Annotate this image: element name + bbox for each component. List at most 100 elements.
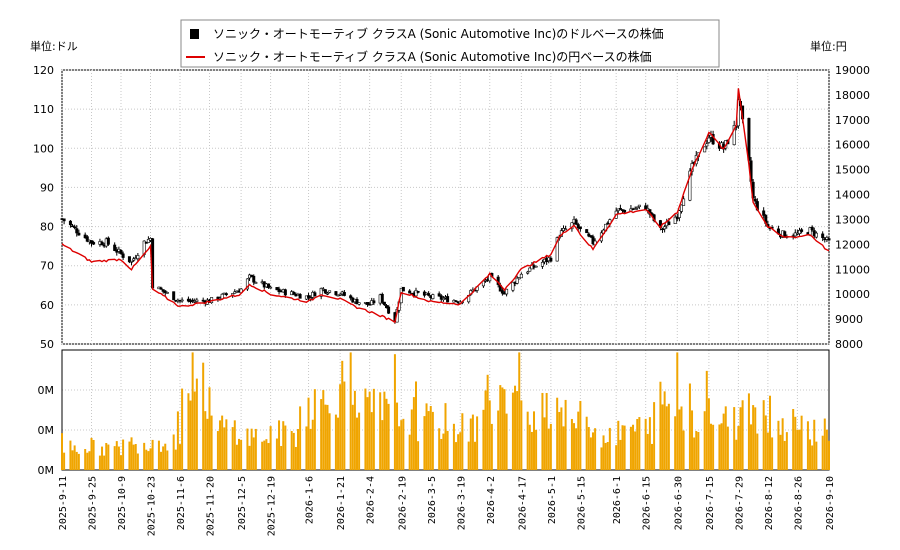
volume-bar xyxy=(452,423,455,470)
candle-body xyxy=(146,239,150,243)
left-tick-label: 70 xyxy=(40,260,54,273)
volume-bar xyxy=(269,426,272,470)
candle-body xyxy=(73,226,77,229)
volume-bar xyxy=(806,421,809,470)
volume-bar xyxy=(777,420,780,470)
volume-bar xyxy=(61,433,63,470)
volume-bar xyxy=(528,424,531,470)
candle-body xyxy=(707,137,711,143)
volume-bar xyxy=(250,428,253,470)
candle-body xyxy=(136,255,140,260)
candle-body xyxy=(382,301,386,305)
volume-bar xyxy=(558,411,561,470)
candle-body xyxy=(667,221,671,226)
volume-bar xyxy=(541,392,544,470)
volume-bar xyxy=(208,387,211,470)
volume-bar xyxy=(216,431,219,470)
candle-body xyxy=(810,226,814,231)
volume-bar xyxy=(292,432,295,470)
candle-body xyxy=(633,208,637,210)
volume-bar xyxy=(800,415,803,470)
candle-body xyxy=(119,250,123,254)
candle-body xyxy=(427,293,431,296)
volume-bar xyxy=(278,420,281,470)
volume-bar xyxy=(499,385,502,470)
candle-body xyxy=(62,218,66,222)
volume-tick-label: 0M xyxy=(38,464,55,477)
volume-tick-label: 0M xyxy=(38,384,55,397)
volume-bar xyxy=(587,427,590,470)
volume-bar xyxy=(794,416,797,470)
candle-body xyxy=(688,170,692,201)
volume-bar xyxy=(297,429,299,470)
volume-bar xyxy=(726,426,729,470)
volume-bar xyxy=(92,439,95,470)
left-tick-label: 110 xyxy=(33,103,54,116)
volume-bar xyxy=(174,449,177,470)
candle-body xyxy=(732,125,736,146)
candle-body xyxy=(172,291,176,301)
volume-bar xyxy=(623,425,626,470)
candle-body xyxy=(446,296,450,303)
candle-body xyxy=(113,244,117,251)
volume-bar xyxy=(356,417,358,470)
x-tick-label: 2026-7-15 xyxy=(705,476,716,530)
candle-body xyxy=(454,300,458,303)
candle-body xyxy=(827,238,831,241)
volume-bar xyxy=(697,432,700,470)
x-tick-label: 2026-6-1 xyxy=(612,476,623,524)
volume-bar xyxy=(351,404,354,470)
candle-body xyxy=(679,204,683,212)
volume-bar xyxy=(107,444,110,470)
volume-bar xyxy=(739,407,742,470)
x-tick-label: 2026-2-19 xyxy=(397,476,408,530)
left-tick-label: 100 xyxy=(33,142,54,155)
right-tick-label: 19000 xyxy=(835,64,870,77)
volume-bar xyxy=(145,449,148,470)
volume-bar xyxy=(497,410,500,470)
candle-body xyxy=(677,210,681,218)
volume-bar xyxy=(396,402,399,470)
volume-bar xyxy=(128,441,131,470)
volume-bar xyxy=(594,428,597,470)
legend-box xyxy=(180,19,720,68)
volume-bar xyxy=(400,420,403,470)
volume-bar xyxy=(398,426,401,470)
volume-bar xyxy=(821,435,824,470)
volume-bar xyxy=(752,405,755,470)
candle-body xyxy=(269,286,273,289)
volume-bar xyxy=(638,417,641,470)
volume-bar xyxy=(798,429,801,470)
candle-body xyxy=(106,237,110,245)
x-axis-ticks: 2025-9-11 2025-9-25 2025-10-9 2025-10-23 202… xyxy=(58,476,836,536)
volume-bar xyxy=(417,441,420,470)
volume-bar xyxy=(606,442,609,470)
volume-bar xyxy=(160,451,163,470)
volume-bar xyxy=(722,413,725,470)
x-tick-label: 2026-5-15 xyxy=(576,476,587,530)
volume-bar xyxy=(724,406,727,470)
volume-bar xyxy=(90,437,93,470)
candle-body xyxy=(500,290,504,294)
volume-bar xyxy=(712,424,715,470)
candle-body xyxy=(441,298,445,301)
volume-bar xyxy=(503,389,506,470)
candle-body xyxy=(319,288,323,297)
volume-bar xyxy=(349,352,352,470)
candle-body xyxy=(275,287,279,291)
candle-body xyxy=(416,290,420,293)
volume-bar xyxy=(634,431,637,470)
candle-body xyxy=(703,146,707,153)
volume-bar xyxy=(313,389,316,470)
volume-bar xyxy=(193,391,196,470)
volume-bar xyxy=(334,414,337,470)
volume-bar xyxy=(305,426,308,470)
candle-body xyxy=(663,226,667,230)
volume-bar xyxy=(543,417,546,470)
volume-bar xyxy=(545,392,548,470)
candle-body xyxy=(528,267,532,272)
volume-bar xyxy=(779,434,782,470)
volume-bar xyxy=(589,437,592,470)
volume-bar xyxy=(206,418,209,470)
volume-bar xyxy=(811,445,814,470)
